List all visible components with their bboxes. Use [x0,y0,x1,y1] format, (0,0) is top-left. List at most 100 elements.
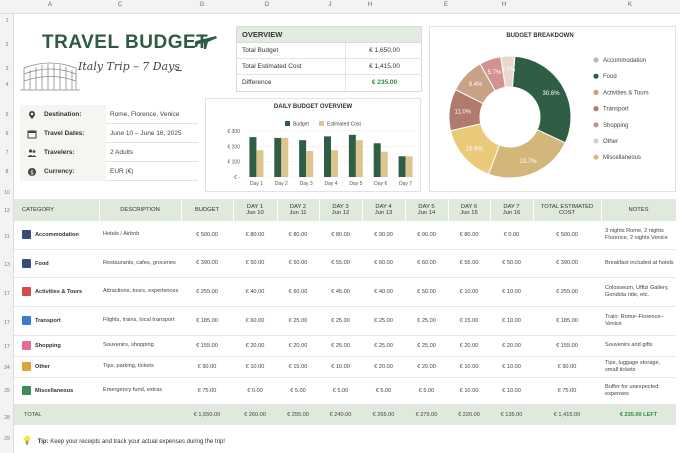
total-day-cell[interactable]: € 220.00 [448,404,490,425]
overview-value[interactable]: € 1,415.00 [345,59,423,75]
notes-cell[interactable]: Colosseum, Uffizi Gallery, Gondola ride,… [601,277,676,307]
notes-cell[interactable]: Tips, luggage storage, small tickets [601,356,676,378]
row-number[interactable]: 17 [4,344,10,350]
day-cost-cell[interactable]: € 25.00 [277,306,319,336]
column-header[interactable]: BUDGET [181,199,234,221]
column-header[interactable]: DESCRIPTION [99,199,182,221]
row-number[interactable]: 10 [4,190,10,196]
row-number[interactable]: 24 [4,365,10,371]
row-number[interactable]: 6 [5,131,9,137]
day-cost-cell[interactable]: € 60.00 [277,277,319,307]
row-number[interactable]: 4 [5,82,9,88]
total-day-cell[interactable]: € 265.00 [362,404,405,425]
total-day-cell[interactable]: € 135.00 [490,404,533,425]
day-cost-cell[interactable]: € 45.00 [319,277,362,307]
description-cell[interactable]: Tips, parking, tickets [99,356,181,378]
day-cost-cell[interactable]: € 40.00 [362,277,405,307]
day-cost-cell[interactable]: € 80.00 [277,221,319,250]
notes-cell[interactable]: Breakfast included at hotels [601,249,676,278]
day-cost-cell[interactable]: € 50.00 [277,249,319,278]
row-number[interactable]: 17 [4,320,10,326]
total-estimated-cell[interactable]: € 1,415.00 [533,404,601,425]
column-header[interactable]: DAY 1 Jun 10 [233,199,278,221]
row-number[interactable]: 17 [4,291,10,297]
day-cost-cell[interactable]: € 10.00 [490,356,533,378]
budget-cell[interactable]: € 390.00 [181,249,233,278]
column-header[interactable]: NOTES [601,199,677,221]
total-cost-cell[interactable]: € 155.00 [533,335,601,357]
column-header[interactable]: TOTAL ESTIMATED COST [533,199,602,221]
column-header[interactable]: DAY 5 Jun 14 [405,199,449,221]
day-cost-cell[interactable]: € 25.00 [319,306,362,336]
day-cost-cell[interactable]: € 10.00 [448,356,490,378]
column-letter[interactable]: J [328,2,332,8]
total-day-cell[interactable]: € 275.00 [405,404,448,425]
info-value[interactable]: 2 Adults [110,149,134,156]
day-cost-cell[interactable]: € 80.00 [233,221,277,250]
category-cell[interactable]: Food [14,249,99,278]
total-desc-cell[interactable] [99,404,181,425]
day-cost-cell[interactable]: € 5.00 [362,377,405,405]
description-cell[interactable]: Flights, trains, local transport [99,306,181,336]
row-number[interactable]: 11 [4,234,10,240]
day-cost-cell[interactable]: € 5.00 [405,377,448,405]
total-cost-cell[interactable]: € 500.00 [533,221,601,250]
day-cost-cell[interactable]: € 50.00 [233,249,277,278]
column-letter[interactable]: A [47,2,52,8]
total-day-cell[interactable]: € 255.00 [277,404,319,425]
day-cost-cell[interactable]: € 25.00 [405,335,448,357]
budget-cell[interactable]: € 155.00 [181,335,233,357]
day-cost-cell[interactable]: € 80.00 [448,221,490,250]
column-letter[interactable]: G [199,2,205,8]
column-header[interactable]: DAY 2 Jun 11 [277,199,320,221]
day-cost-cell[interactable]: € 20.00 [277,335,319,357]
overview-value[interactable]: € 1,650.00 [345,43,423,59]
column-letter[interactable]: H [501,2,507,8]
day-cost-cell[interactable]: € 10.00 [448,377,490,405]
total-cost-cell[interactable]: € 255.00 [533,277,601,307]
day-cost-cell[interactable]: € 15.00 [277,356,319,378]
total-cost-cell[interactable]: € 75.00 [533,377,601,405]
budget-breakdown-chart[interactable]: BUDGET BREAKDOWN 30.6% 23.7% 15.6% 11.0% 9.4… [429,26,676,192]
row-number[interactable]: 1 [5,18,9,24]
info-value[interactable]: Rome, Florence, Venice [110,111,180,118]
row-number[interactable]: 29 [4,436,10,442]
day-cost-cell[interactable]: € 0.00 [490,221,533,250]
day-cost-cell[interactable]: € 20.00 [233,335,277,357]
category-cell[interactable]: Shopping [14,335,99,357]
row-number[interactable]: 3 [5,66,9,72]
day-cost-cell[interactable]: € 10.00 [448,277,490,307]
day-cost-cell[interactable]: € 55.00 [448,249,490,278]
description-cell[interactable]: Hotels / Airbnb [99,221,181,250]
column-letter[interactable]: E [443,2,448,8]
column-header[interactable]: DAY 3 Jun 12 [319,199,363,221]
row-number[interactable]: 8 [5,169,9,175]
total-cost-cell[interactable]: € 90.00 [533,356,601,378]
description-cell[interactable]: Restaurants, cafes, groceries [99,249,181,278]
day-cost-cell[interactable]: € 20.00 [405,356,448,378]
category-cell[interactable]: Accommodation [14,221,99,250]
column-letter[interactable]: C [117,2,123,8]
category-cell[interactable]: Other [14,356,99,378]
day-cost-cell[interactable]: € 25.00 [362,335,405,357]
column-letter[interactable]: H [367,2,373,8]
day-cost-cell[interactable]: € 10.00 [490,306,533,336]
notes-cell[interactable]: Buffer for unexpected expenses [601,377,676,405]
budget-cell[interactable]: € 255.00 [181,277,233,307]
notes-cell[interactable]: Souvenirs and gifts [601,335,676,357]
column-header[interactable]: DAY 7 Jun 16 [490,199,534,221]
day-cost-cell[interactable]: € 90.00 [405,221,448,250]
budget-cell[interactable]: € 75.00 [181,377,233,405]
daily-budget-chart[interactable]: DAILY BUDGET OVERVIEW € 300 € 200 € 100 € -… [205,98,421,192]
day-cost-cell[interactable]: € 25.00 [362,306,405,336]
day-cost-cell[interactable]: € 5.00 [277,377,319,405]
day-cost-cell[interactable]: € 15.00 [448,306,490,336]
day-cost-cell[interactable]: € 10.00 [490,377,533,405]
description-cell[interactable]: Emergency fund, extras [99,377,181,405]
total-budget-cell[interactable]: € 1,650.00 [181,404,233,425]
column-header[interactable]: DAY 6 Jun 15 [448,199,491,221]
budget-cell[interactable]: € 90.00 [181,356,233,378]
day-cost-cell[interactable]: € 80.00 [319,221,362,250]
row-number[interactable]: 2 [5,42,9,48]
day-cost-cell[interactable]: € 60.00 [405,249,448,278]
